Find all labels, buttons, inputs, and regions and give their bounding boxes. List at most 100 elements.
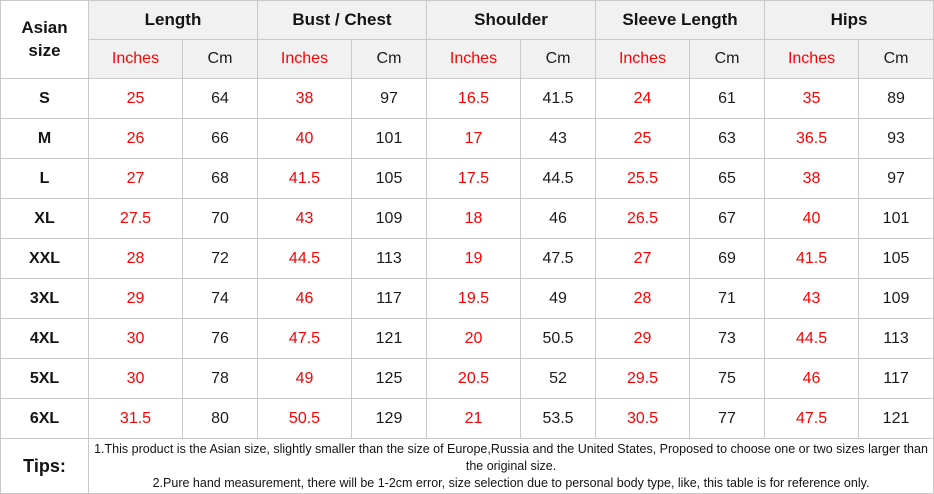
unit-header-hips-inches: Inches — [764, 39, 860, 79]
table-row: 4XL 30 76 47.5 121 20 50.5 29 73 44.5 113 — [0, 318, 934, 359]
unit-header-shoulder-cm: Cm — [519, 39, 597, 79]
inches-value-cell: 35 — [764, 78, 860, 119]
inches-value-cell: 28 — [595, 278, 691, 319]
cm-value-cell: 65 — [689, 158, 766, 199]
inches-value-cell: 26.5 — [595, 198, 691, 239]
inches-value-cell: 27.5 — [88, 198, 183, 239]
cm-value-cell: 63 — [689, 118, 766, 159]
inches-value-cell: 29 — [88, 278, 183, 319]
table-row: 3XL 29 74 46 117 19.5 49 28 71 43 109 — [0, 278, 934, 319]
cm-value-cell: 69 — [689, 238, 766, 279]
inches-value-cell: 38 — [764, 158, 860, 199]
unit-header-sleeve-inches: Inches — [595, 39, 691, 79]
inches-value-cell: 19.5 — [426, 278, 521, 319]
cm-value-cell: 50.5 — [519, 318, 597, 359]
inches-value-cell: 25 — [88, 78, 183, 119]
unit-header-shoulder-inches: Inches — [426, 39, 521, 79]
inches-value-cell: 29.5 — [595, 358, 691, 399]
cm-value-cell: 76 — [182, 318, 258, 359]
inches-value-cell: 20 — [426, 318, 521, 359]
cm-value-cell: 80 — [182, 398, 258, 439]
inches-value-cell: 30 — [88, 318, 183, 359]
size-label: 4XL — [0, 318, 89, 359]
cm-value-cell: 71 — [689, 278, 766, 319]
cm-value-cell: 61 — [689, 78, 766, 119]
size-label: 3XL — [0, 278, 89, 319]
inches-value-cell: 47.5 — [257, 318, 352, 359]
column-header-shoulder: Shoulder — [425, 0, 597, 40]
cm-value-cell: 117 — [351, 278, 427, 319]
inches-value-cell: 18 — [426, 198, 521, 239]
table-row: 5XL 30 78 49 125 20.5 52 29.5 75 46 117 — [0, 358, 934, 399]
inches-value-cell: 20.5 — [426, 358, 521, 399]
table-row: XL 27.5 70 43 109 18 46 26.5 67 40 101 — [0, 198, 934, 239]
inches-value-cell: 25.5 — [595, 158, 691, 199]
inches-value-cell: 19 — [426, 238, 521, 279]
cm-value-cell: 49 — [519, 278, 597, 319]
table-row: M 26 66 40 101 17 43 25 63 36.5 93 — [0, 118, 934, 159]
cm-value-cell: 66 — [182, 118, 258, 159]
cm-value-cell: 53.5 — [519, 398, 597, 439]
cm-value-cell: 101 — [351, 118, 427, 159]
unit-header-length-inches: Inches — [88, 39, 183, 79]
inches-value-cell: 16.5 — [426, 78, 521, 119]
inches-value-cell: 46 — [764, 358, 860, 399]
inches-value-cell: 31.5 — [88, 398, 183, 439]
inches-value-cell: 21 — [426, 398, 521, 439]
cm-value-cell: 93 — [858, 118, 934, 159]
unit-header-bust-inches: Inches — [257, 39, 352, 79]
inches-value-cell: 17.5 — [426, 158, 521, 199]
table-row: 6XL 31.5 80 50.5 129 21 53.5 30.5 77 47.5 121 — [0, 398, 934, 439]
cm-value-cell: 47.5 — [519, 238, 597, 279]
size-label: 6XL — [0, 398, 89, 439]
cm-value-cell: 101 — [858, 198, 934, 239]
cm-value-cell: 97 — [351, 78, 427, 119]
size-label: M — [0, 118, 89, 159]
size-label: S — [0, 78, 89, 119]
inches-value-cell: 43 — [764, 278, 860, 319]
tips-line-1: 1.This product is the Asian size, slight… — [94, 441, 928, 473]
inches-value-cell: 43 — [257, 198, 352, 239]
cm-value-cell: 78 — [182, 358, 258, 399]
inches-value-cell: 17 — [426, 118, 521, 159]
cm-value-cell: 70 — [182, 198, 258, 239]
unit-header-sleeve-cm: Cm — [689, 39, 766, 79]
size-label: L — [0, 158, 89, 199]
inches-value-cell: 46 — [257, 278, 352, 319]
cm-value-cell: 52 — [519, 358, 597, 399]
cm-value-cell: 67 — [689, 198, 766, 239]
cm-value-cell: 72 — [182, 238, 258, 279]
cm-value-cell: 68 — [182, 158, 258, 199]
tips-label: Tips: — [0, 438, 89, 494]
inches-value-cell: 41.5 — [257, 158, 352, 199]
unit-header-row: Inches Cm Inches Cm Inches Cm Inches Cm … — [1, 39, 934, 79]
column-header-sleeve-length: Sleeve Length — [595, 0, 766, 40]
cm-value-cell: 73 — [689, 318, 766, 359]
inches-value-cell: 30 — [88, 358, 183, 399]
inches-value-cell: 44.5 — [257, 238, 352, 279]
cm-value-cell: 109 — [351, 198, 427, 239]
cm-value-cell: 113 — [858, 318, 934, 359]
size-label: XL — [0, 198, 89, 239]
cm-value-cell: 74 — [182, 278, 258, 319]
table-row: S 25 64 38 97 16.5 41.5 24 61 35 89 — [0, 78, 934, 119]
column-header-hips: Hips — [764, 0, 934, 40]
table-row: XXL 28 72 44.5 113 19 47.5 27 69 41.5 105 — [0, 238, 934, 279]
unit-header-length-cm: Cm — [182, 39, 258, 79]
cm-value-cell: 129 — [351, 398, 427, 439]
table-row: L 27 68 41.5 105 17.5 44.5 25.5 65 38 97 — [0, 158, 934, 199]
corner-header-asian-size: Asian size — [0, 0, 89, 79]
size-label: XXL — [0, 238, 89, 279]
cm-value-cell: 97 — [858, 158, 934, 199]
cm-value-cell: 125 — [351, 358, 427, 399]
inches-value-cell: 28 — [88, 238, 183, 279]
cm-value-cell: 105 — [858, 238, 934, 279]
cm-value-cell: 105 — [351, 158, 427, 199]
column-header-bust-chest: Bust / Chest — [257, 0, 427, 40]
cm-value-cell: 44.5 — [519, 158, 597, 199]
inches-value-cell: 40 — [764, 198, 860, 239]
inches-value-cell: 29 — [595, 318, 691, 359]
cm-value-cell: 43 — [519, 118, 597, 159]
cm-value-cell: 64 — [182, 78, 258, 119]
